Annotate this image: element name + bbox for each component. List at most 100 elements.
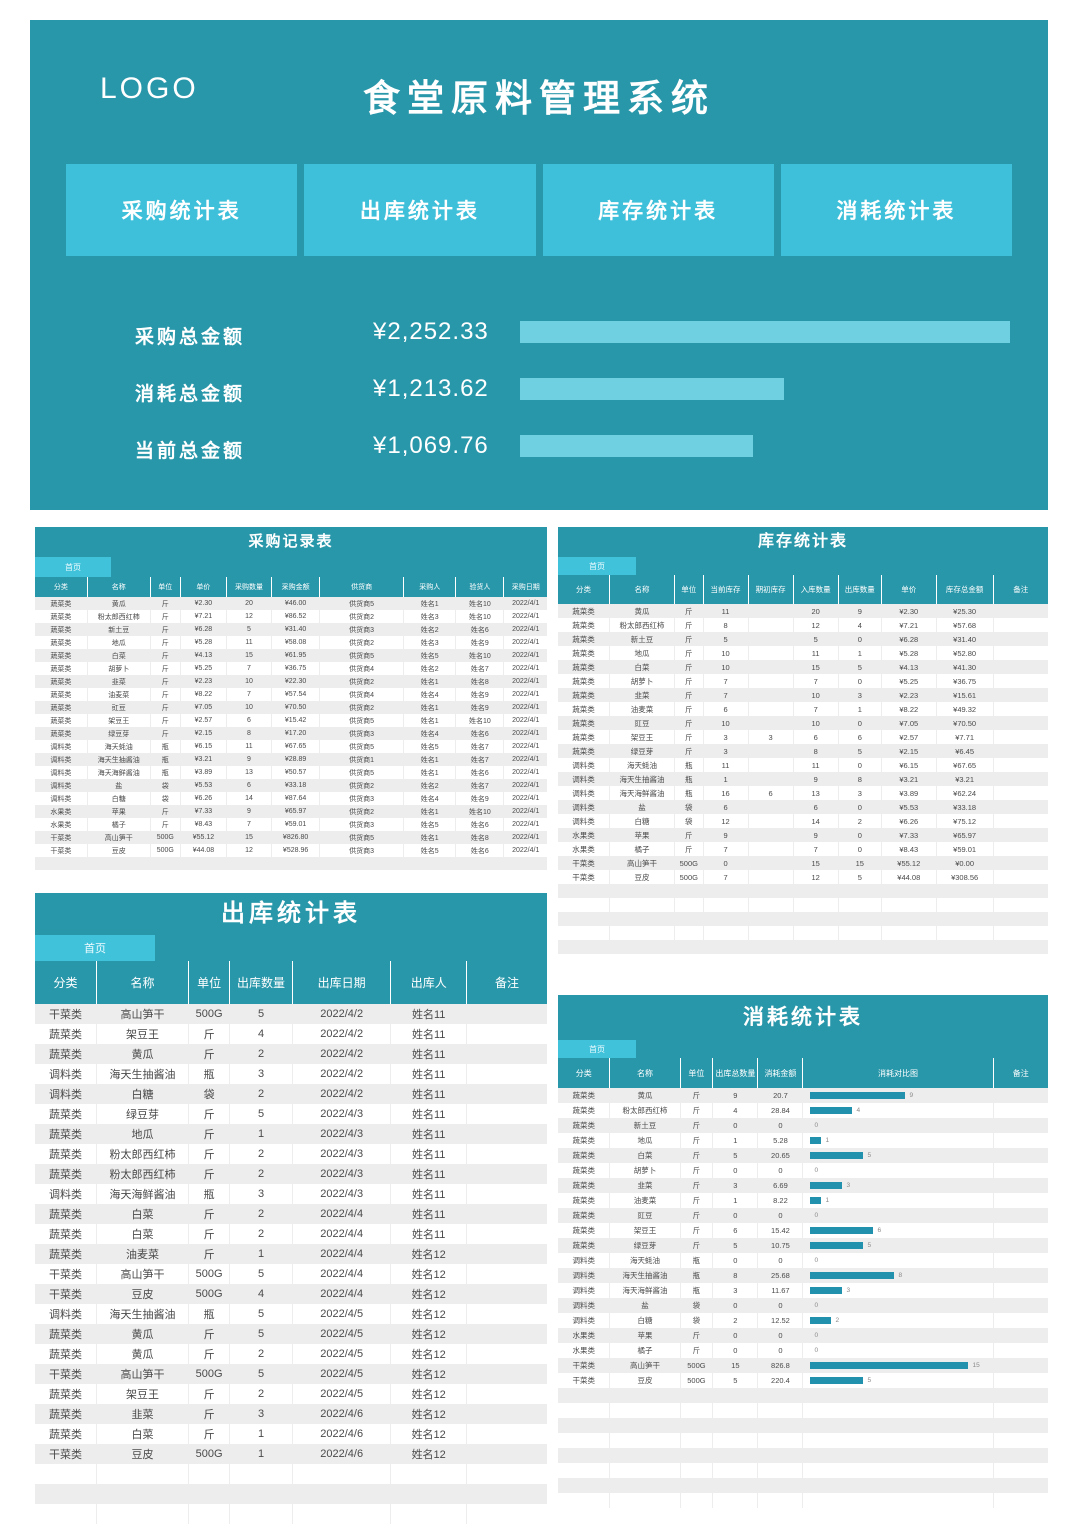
table-row[interactable]: 干菜类 豆皮 500G ¥44.08 12 ¥528.96 供货商3 姓名5 姓名6 2022/4… — [35, 844, 547, 857]
table-row[interactable]: 调料类 海天蚝油瓶 11 11 0 ¥6.15 ¥67.65 — [558, 758, 1048, 772]
tab-home[interactable]: 首页 — [558, 1040, 636, 1058]
table-row[interactable]: 干菜类 高山笋干 500G 5 2022/4/5 姓名12 — [35, 1364, 547, 1384]
table-row[interactable]: 蔬菜类 油麦菜斤 6 7 1 ¥8.22 ¥49.32 — [558, 702, 1048, 716]
cell — [674, 898, 704, 912]
table-row[interactable]: 蔬菜类 绿豆芽斤 ¥2.15 8 ¥17.20 供货商3 姓名4 姓名6 2022/4/1 — [35, 727, 547, 740]
table-row[interactable]: 蔬菜类 黄瓜斤 2 2022/4/5 姓名12 — [35, 1344, 547, 1364]
table-row[interactable]: 蔬菜类 白菜斤 5 20.65 5 — [558, 1148, 1048, 1163]
cell: 2 — [229, 1384, 294, 1404]
tab-home[interactable]: 首页 — [558, 557, 636, 575]
table-row[interactable]: 干菜类 高山笋干 500G 15 826.8 15 — [558, 1358, 1048, 1373]
table-row[interactable]: 蔬菜类 绿豆芽斤 3 8 5 ¥2.15 ¥6.45 — [558, 744, 1048, 758]
table-row[interactable]: 蔬菜类 豇豆斤 ¥7.05 10 ¥70.50 供货商2 姓名1 姓名9 2022/4/1 — [35, 701, 547, 714]
table-row[interactable]: 蔬菜类 油麦菜斤 ¥8.22 7 ¥57.54 供货商4 姓名4 姓名9 2022/4/1 — [35, 688, 547, 701]
cell — [993, 1163, 1048, 1178]
table-row[interactable]: 蔬菜类 胡萝卜斤 7 7 0 ¥5.25 ¥36.75 — [558, 674, 1048, 688]
table-row[interactable]: 干菜类 豆皮 500G 1 2022/4/6 姓名12 — [35, 1444, 547, 1464]
table-row[interactable]: 调料类 海天生抽酱油瓶 1 9 8 ¥3.21 ¥3.21 — [558, 772, 1048, 786]
table-row[interactable]: 调料类 海天蚝油瓶 ¥6.15 11 ¥67.65 供货商5 姓名5 姓名7 2022/4/1 — [35, 740, 547, 753]
table-row[interactable]: 蔬菜类 架豆王斤 4 2022/4/2 姓名11 — [35, 1024, 547, 1044]
table-row[interactable]: 调料类盐袋 ¥5.53 6 ¥33.18 供货商2 姓名2 姓名7 2022/4/1 — [35, 779, 547, 792]
table-row[interactable]: 调料类盐袋 0 0 0 — [558, 1298, 1048, 1313]
table-row[interactable]: 蔬菜类 白菜斤 1 2022/4/6 姓名12 — [35, 1424, 547, 1444]
table-row[interactable]: 蔬菜类 地瓜斤 1 2022/4/3 姓名11 — [35, 1124, 547, 1144]
table-row[interactable]: 蔬菜类 粉太郎西红柿斤 8 12 4 ¥7.21 ¥57.68 — [558, 618, 1048, 632]
table-row[interactable]: 调料类 海天海鲜酱油瓶 3 11.67 3 — [558, 1283, 1048, 1298]
table-row[interactable]: 水果类 苹果斤 ¥7.33 9 ¥65.97 供货商2 姓名1 姓名10 2022/4/1 — [35, 805, 547, 818]
table-row[interactable]: 蔬菜类 新土豆斤 0 0 0 — [558, 1118, 1048, 1133]
table-row[interactable]: 蔬菜类 韭菜斤 3 6.69 3 — [558, 1178, 1048, 1193]
table-row[interactable]: 蔬菜类 白菜斤 ¥4.13 15 ¥61.95 供货商5 姓名5 姓名10 2022/4/1 — [35, 649, 547, 662]
table-row[interactable]: 蔬菜类 绿豆芽斤 5 10.75 5 — [558, 1238, 1048, 1253]
table-row[interactable]: 调料类 白糖袋 12 14 2 ¥6.26 ¥75.12 — [558, 814, 1048, 828]
table-row[interactable]: 蔬菜类 绿豆芽斤 5 2022/4/3 姓名11 — [35, 1104, 547, 1124]
tab-home[interactable]: 首页 — [35, 557, 111, 577]
table-row[interactable]: 调料类 海天海鲜酱油瓶 ¥3.89 13 ¥50.57 供货商5 姓名1 姓名6 2022/4/… — [35, 766, 547, 779]
table-row[interactable]: 水果类 橘子斤 0 0 0 — [558, 1343, 1048, 1358]
table-row[interactable]: 调料类 白糖袋 ¥6.26 14 ¥87.64 供货商3 姓名4 姓名9 2022/4/1 — [35, 792, 547, 805]
table-row[interactable]: 蔬菜类 架豆王斤 3 3 6 6 ¥2.57 ¥7.71 — [558, 730, 1048, 744]
table-row[interactable]: 蔬菜类 韭菜斤 3 2022/4/6 姓名12 — [35, 1404, 547, 1424]
table-row[interactable]: 蔬菜类 油麦菜斤 1 2022/4/4 姓名12 — [35, 1244, 547, 1264]
table-row[interactable]: 蔬菜类 豇豆斤 0 0 0 — [558, 1208, 1048, 1223]
table-row[interactable]: 干菜类 豆皮 500G 5 220.4 5 — [558, 1373, 1048, 1388]
table-row[interactable]: 蔬菜类 白菜斤 2 2022/4/4 姓名11 — [35, 1204, 547, 1224]
table-row[interactable]: 水果类 橘子斤 ¥8.43 7 ¥59.01 供货商3 姓名5 姓名6 2022/4/1 — [35, 818, 547, 831]
cell: 姓名12 — [390, 1424, 468, 1444]
table-row[interactable]: 调料类 白糖袋 2 12.52 2 — [558, 1313, 1048, 1328]
table-row[interactable]: 调料类 海天生抽酱油瓶 ¥3.21 9 ¥28.89 供货商1 姓名1 姓名7 2022/4/1 — [35, 753, 547, 766]
table-row[interactable]: 蔬菜类 架豆王斤 2 2022/4/5 姓名12 — [35, 1384, 547, 1404]
table-row[interactable]: 蔬菜类 新土豆斤 5 5 0 ¥6.28 ¥31.40 — [558, 632, 1048, 646]
table-row[interactable]: 蔬菜类 粉太郎西红柿斤 2 2022/4/3 姓名11 — [35, 1164, 547, 1184]
table-row[interactable]: 蔬菜类 胡萝卜斤 0 0 0 — [558, 1163, 1048, 1178]
column-header: 单位 — [150, 577, 181, 597]
table-row[interactable]: 蔬菜类 韭菜斤 ¥2.23 10 ¥22.30 供货商2 姓名1 姓名8 2022/4/1 — [35, 675, 547, 688]
table-row[interactable]: 干菜类 高山笋干 500G 0 15 15 ¥55.12 ¥0.00 — [558, 856, 1048, 870]
table-row[interactable]: 蔬菜类 黄瓜斤 5 2022/4/5 姓名12 — [35, 1324, 547, 1344]
table-row[interactable]: 蔬菜类 韭菜斤 7 10 3 ¥2.23 ¥15.61 — [558, 688, 1048, 702]
table-row[interactable]: 蔬菜类 豇豆斤 10 10 0 ¥7.05 ¥70.50 — [558, 716, 1048, 730]
table-row[interactable]: 水果类 橘子斤 7 7 0 ¥8.43 ¥59.01 — [558, 842, 1048, 856]
table-row[interactable]: 干菜类 豆皮 500G 7 12 5 ¥44.08 ¥308.56 — [558, 870, 1048, 884]
table-row[interactable]: 蔬菜类 白菜斤 10 15 5 ¥4.13 ¥41.30 — [558, 660, 1048, 674]
table-row[interactable]: 蔬菜类 地瓜斤 ¥5.28 11 ¥58.08 供货商2 姓名3 姓名9 2022/4/1 — [35, 636, 547, 649]
table-row[interactable]: 蔬菜类 黄瓜斤 9 20.7 9 — [558, 1088, 1048, 1103]
table-row[interactable]: 蔬菜类 白菜斤 2 2022/4/4 姓名11 — [35, 1224, 547, 1244]
table-row[interactable]: 调料类盐袋 6 6 0 ¥5.53 ¥33.18 — [558, 800, 1048, 814]
table-row[interactable]: 蔬菜类 粉太郎西红柿斤 4 28.84 4 — [558, 1103, 1048, 1118]
table-row[interactable]: 干菜类 高山笋干 500G 5 2022/4/4 姓名12 — [35, 1264, 547, 1284]
table-row[interactable]: 蔬菜类 油麦菜斤 1 8.22 1 — [558, 1193, 1048, 1208]
table-row[interactable]: 干菜类 高山笋干 500G ¥55.12 15 ¥826.80 供货商5 姓名1 姓名8 2022… — [35, 831, 547, 844]
cell: 瓶 — [680, 1268, 714, 1283]
table-row[interactable]: 调料类 白糖袋 2 2022/4/2 姓名11 — [35, 1084, 547, 1104]
nav-consumption-stats[interactable]: 消耗统计表 — [780, 164, 1012, 256]
nav-outbound-stats[interactable]: 出库统计表 — [304, 164, 536, 256]
table-row[interactable]: 调料类 海天蚝油瓶 0 0 0 — [558, 1253, 1048, 1268]
nav-inventory-stats[interactable]: 库存统计表 — [542, 164, 774, 256]
table-row[interactable]: 蔬菜类 黄瓜斤 ¥2.30 20 ¥46.00 供货商5 姓名1 姓名10 2022/4/1 — [35, 597, 547, 610]
tab-home[interactable]: 首页 — [35, 935, 155, 961]
table-row[interactable]: 蔬菜类 黄瓜斤 2 2022/4/2 姓名11 — [35, 1044, 547, 1064]
table-row[interactable]: 蔬菜类 黄瓜斤 11 20 9 ¥2.30 ¥25.30 — [558, 604, 1048, 618]
table-row[interactable]: 蔬菜类 新土豆斤 ¥6.28 5 ¥31.40 供货商3 姓名2 姓名6 2022/4/1 — [35, 623, 547, 636]
table-row[interactable]: 蔬菜类 粉太郎西红柿斤 2 2022/4/3 姓名11 — [35, 1144, 547, 1164]
table-row[interactable]: 水果类 苹果斤 9 9 0 ¥7.33 ¥65.97 — [558, 828, 1048, 842]
cell: 斤 — [674, 730, 704, 744]
table-row[interactable]: 蔬菜类 胡萝卜斤 ¥5.25 7 ¥36.75 供货商4 姓名2 姓名7 2022/4/1 — [35, 662, 547, 675]
table-row[interactable]: 蔬菜类 架豆王斤 ¥2.57 6 ¥15.42 供货商5 姓名1 姓名10 2022/4/1 — [35, 714, 547, 727]
table-row[interactable]: 水果类 苹果斤 0 0 0 — [558, 1328, 1048, 1343]
table-row[interactable]: 蔬菜类 架豆王斤 6 15.42 6 — [558, 1223, 1048, 1238]
table-row[interactable]: 蔬菜类 地瓜斤 10 11 1 ¥5.28 ¥52.80 — [558, 646, 1048, 660]
table-row[interactable]: 蔬菜类 地瓜斤 1 5.28 1 — [558, 1133, 1048, 1148]
table-row[interactable]: 调料类 海天生抽酱油瓶 8 25.68 8 — [558, 1268, 1048, 1283]
table-row[interactable]: 调料类 海天海鲜酱油瓶 16 6 13 3 ¥3.89 ¥62.24 — [558, 786, 1048, 800]
table-row[interactable]: 干菜类 高山笋干 500G 5 2022/4/2 姓名11 — [35, 1004, 547, 1024]
table-row[interactable]: 调料类 海天生抽酱油瓶 3 2022/4/2 姓名11 — [35, 1064, 547, 1084]
nav-purchase-stats[interactable]: 采购统计表 — [66, 164, 298, 256]
table-row[interactable]: 调料类 海天生抽酱油瓶 5 2022/4/5 姓名12 — [35, 1304, 547, 1324]
bar-value-label: 9 — [909, 1092, 914, 1099]
table-row[interactable]: 干菜类 豆皮 500G 4 2022/4/4 姓名12 — [35, 1284, 547, 1304]
cell — [96, 1464, 190, 1484]
table-row[interactable]: 调料类 海天海鲜酱油瓶 3 2022/4/3 姓名11 — [35, 1184, 547, 1204]
table-row[interactable]: 蔬菜类 粉太郎西红柿斤 ¥7.21 12 ¥86.52 供货商2 姓名3 姓名10 2022/4… — [35, 610, 547, 623]
